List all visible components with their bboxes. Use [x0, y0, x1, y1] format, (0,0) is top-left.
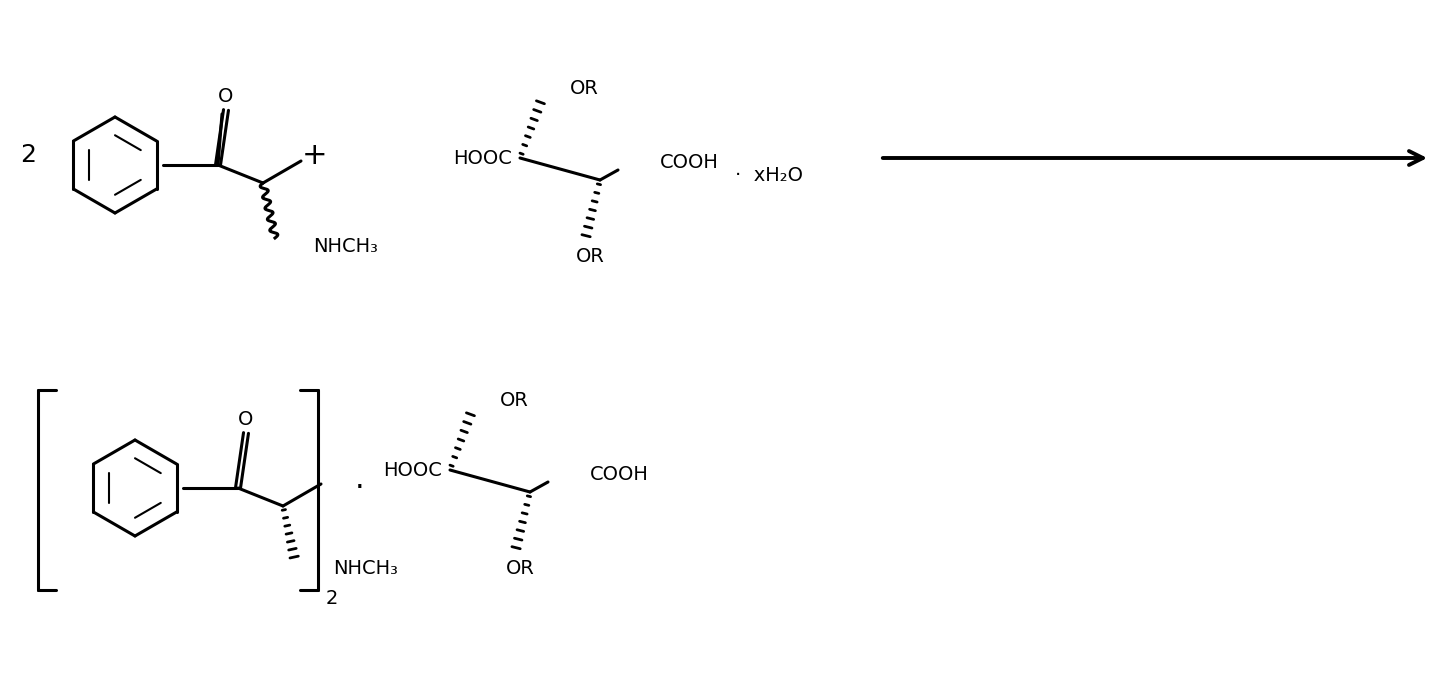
Text: OR: OR: [570, 78, 599, 98]
Text: HOOC: HOOC: [453, 149, 512, 167]
Text: COOH: COOH: [659, 153, 719, 171]
Text: NHCH₃: NHCH₃: [333, 559, 398, 579]
Text: 2: 2: [20, 143, 36, 167]
Text: ·  xH₂O: · xH₂O: [735, 166, 803, 184]
Text: O: O: [239, 409, 253, 429]
Text: 2: 2: [325, 588, 338, 608]
Text: NHCH₃: NHCH₃: [312, 237, 377, 255]
Text: OR: OR: [576, 246, 604, 266]
Text: HOOC: HOOC: [383, 460, 442, 480]
Text: +: +: [302, 140, 328, 169]
Text: ·: ·: [356, 473, 364, 502]
Text: COOH: COOH: [590, 464, 649, 484]
Text: O: O: [218, 87, 234, 105]
Text: OR: OR: [500, 391, 529, 409]
Text: OR: OR: [506, 559, 535, 577]
